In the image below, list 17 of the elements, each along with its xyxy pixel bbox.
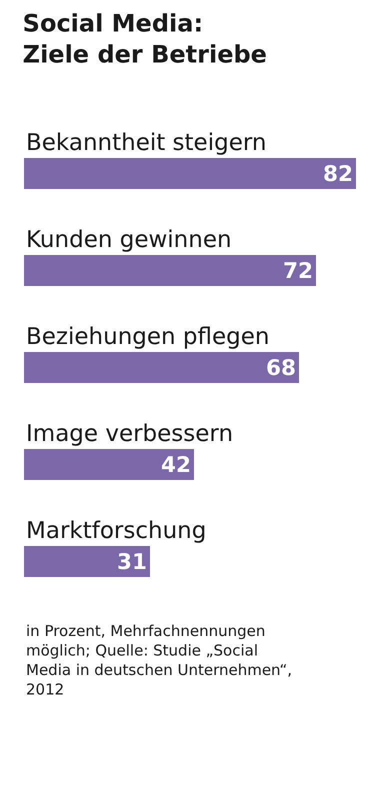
bar bbox=[24, 449, 194, 480]
y-tick-label: Image verbessern bbox=[26, 421, 234, 447]
y-tick-label: Bekanntheit steigern bbox=[26, 130, 266, 156]
data-label: 72 bbox=[283, 258, 313, 284]
y-tick-label: Marktforschung bbox=[26, 518, 206, 544]
bar bbox=[24, 352, 299, 383]
bar bbox=[24, 546, 150, 577]
data-label: 31 bbox=[117, 550, 147, 575]
bar bbox=[24, 255, 316, 286]
bar bbox=[24, 158, 356, 189]
chart-title: Social Media: Ziele der Betriebe bbox=[22, 9, 267, 69]
y-tick-label: Kunden gewinnen bbox=[26, 227, 232, 253]
text: in Prozent, Mehrfachnennungen möglich; Quelle: Studie „Social Media in deutschen Unternehmen“, 2012 bbox=[26, 622, 292, 698]
y-tick-label: Beziehungen pflegen bbox=[26, 324, 270, 350]
data-label: 82 bbox=[323, 162, 353, 187]
data-label: 68 bbox=[266, 356, 296, 381]
data-label: 42 bbox=[161, 452, 191, 478]
